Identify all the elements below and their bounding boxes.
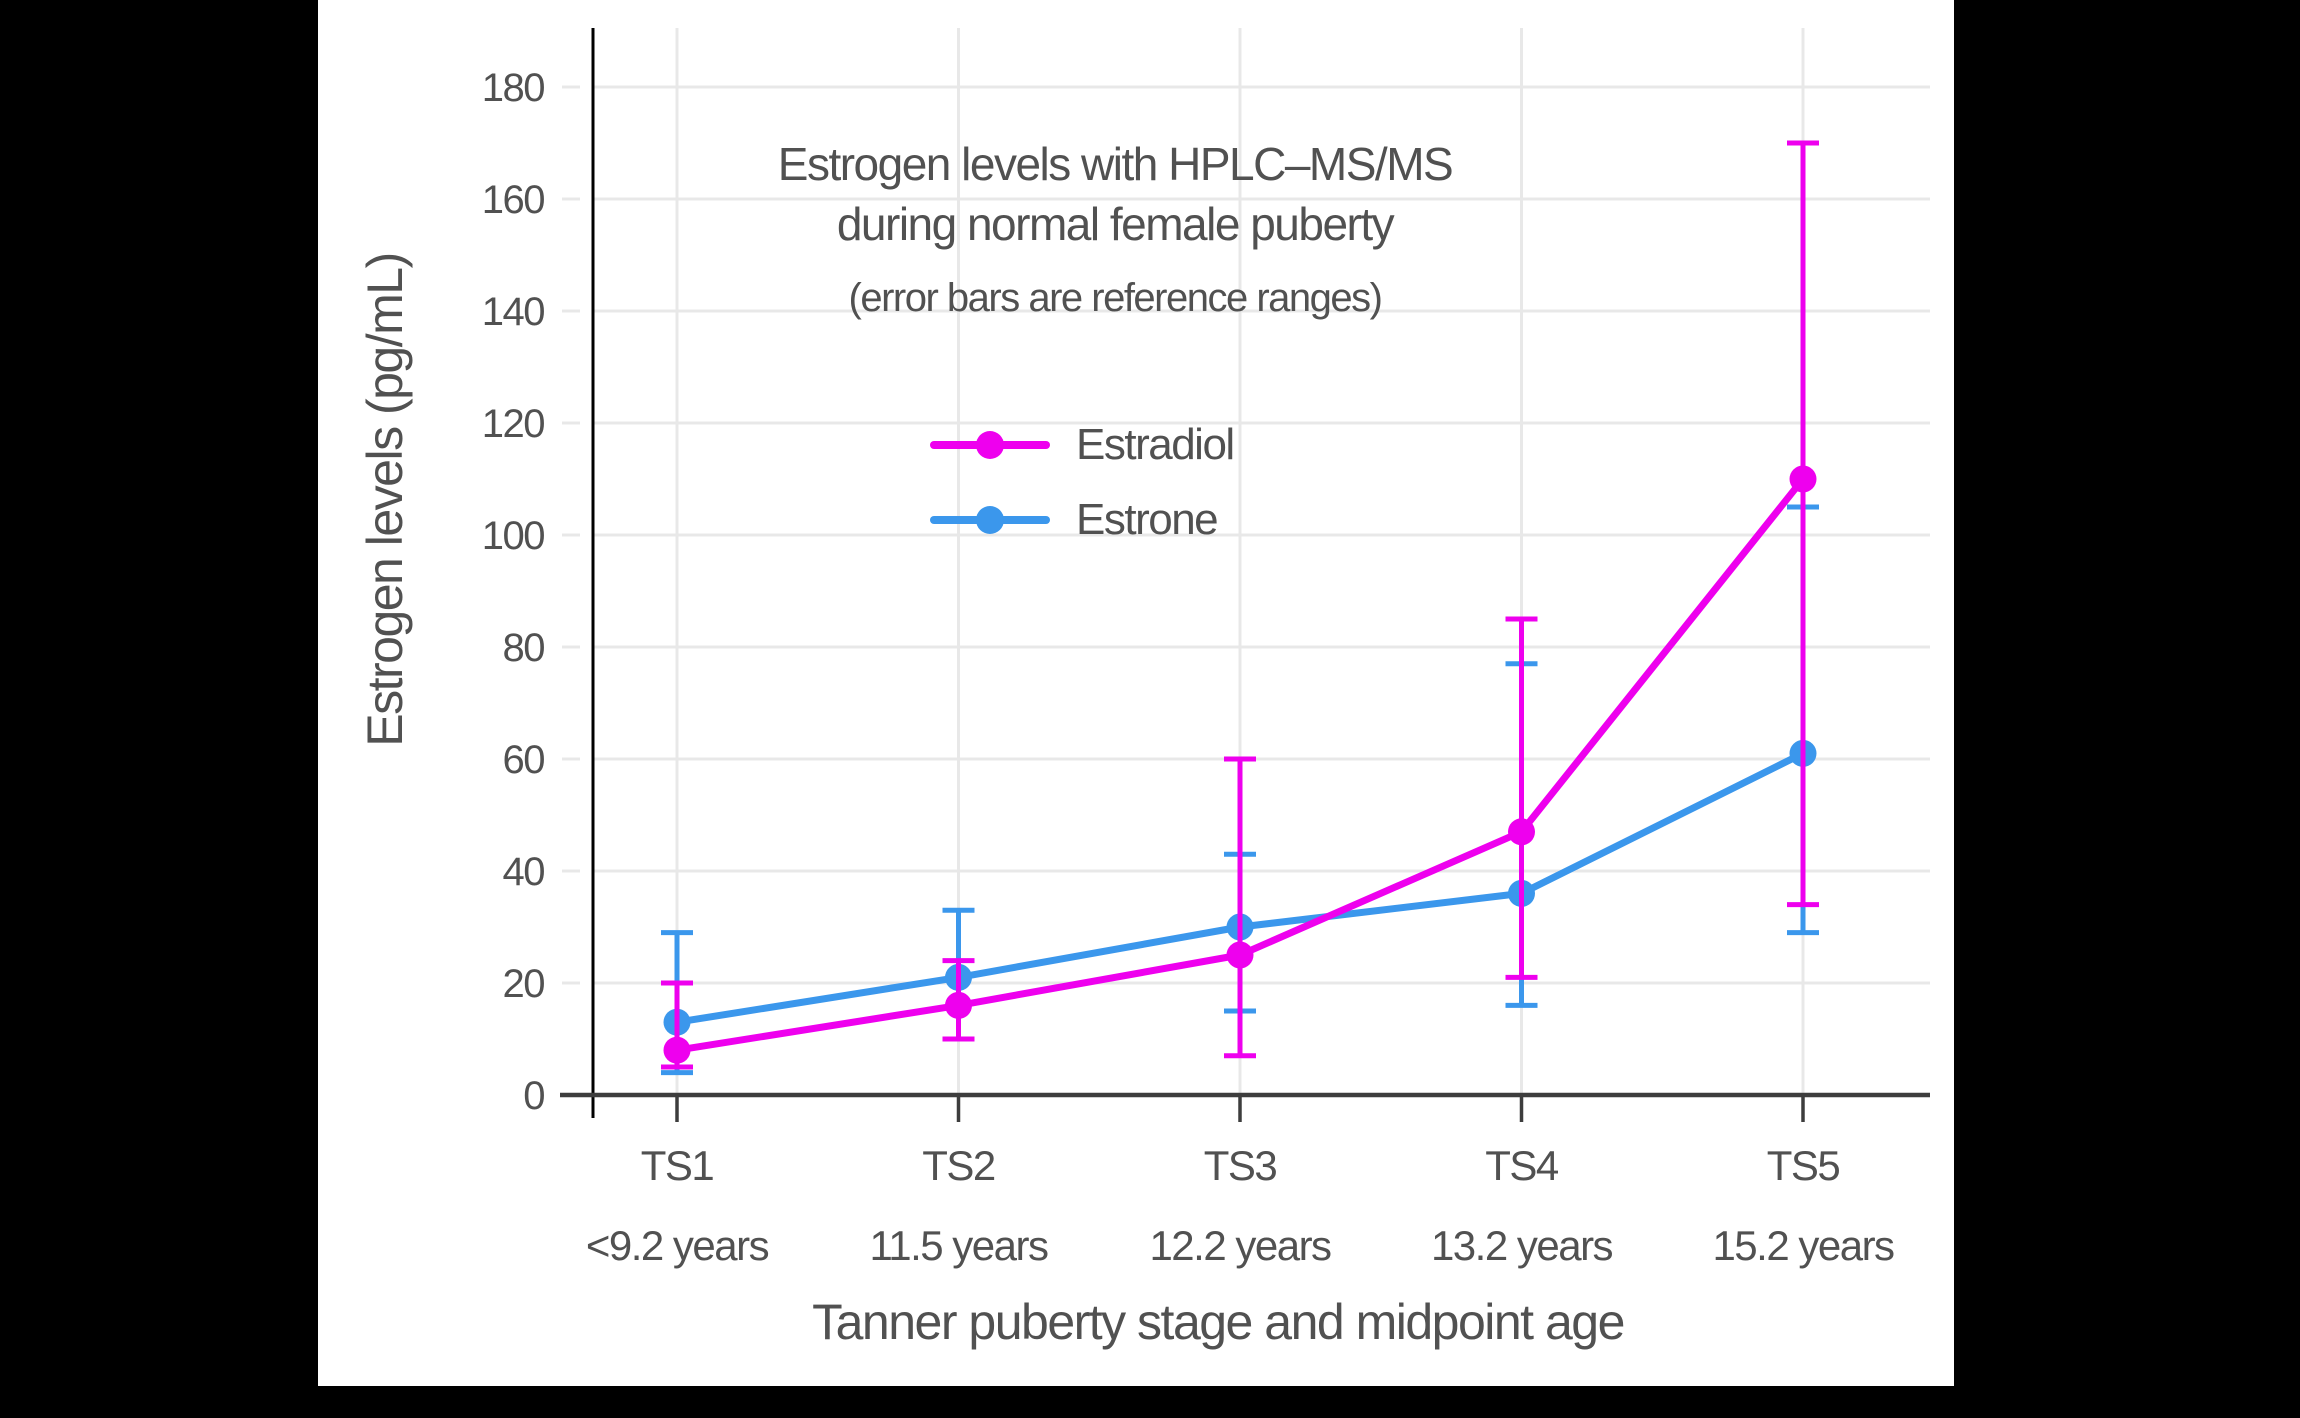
chart-card: 0 20 40 60 80 100 120 140 160 180 TS1 <9.2 years TS2… — [318, 0, 1954, 1386]
estradiol-marker — [1226, 941, 1254, 969]
chart-subtitle: (error bars are reference ranges) — [848, 276, 1383, 320]
y-tick-label: 120 — [482, 402, 544, 446]
chart-title: Estrogen levels with HPLC–MS/MS during n… — [777, 134, 1454, 324]
chart-plot-area: 0 20 40 60 80 100 120 140 160 180 TS1 <9.2 years TS2… — [482, 28, 1930, 1269]
legend-item-estradiol[interactable]: Estradiol — [930, 407, 1235, 482]
estradiol-marker — [663, 1036, 691, 1064]
estradiol-marker-icon — [976, 430, 1004, 459]
estradiol-marker — [1508, 818, 1535, 846]
x-tick-label: TS3 — [1204, 1142, 1277, 1189]
legend: Estradiol Estrone — [930, 407, 1235, 557]
x-tick-sublabel: 12.2 years — [1149, 1222, 1331, 1269]
estradiol-line-swatch — [930, 430, 1050, 459]
estradiol-marker — [945, 991, 972, 1019]
x-tick-sublabel: 11.5 years — [870, 1222, 1048, 1269]
y-tick-label: 100 — [482, 514, 544, 558]
x-tick-label: TS1 — [641, 1142, 714, 1189]
estrone-line-swatch — [930, 505, 1050, 534]
y-tick-label: 160 — [482, 178, 544, 222]
y-tick-label: 20 — [503, 962, 545, 1006]
y-axis-title: Estrogen levels (pg/mL) — [357, 253, 413, 747]
estrone-marker-icon — [976, 505, 1004, 534]
legend-item-estrone[interactable]: Estrone — [930, 482, 1234, 557]
chart-title-line1: Estrogen levels with HPLC–MS/MS — [777, 138, 1454, 190]
x-tick-sublabel: 13.2 years — [1431, 1222, 1613, 1269]
y-tick-label: 40 — [503, 850, 545, 894]
x-tick-sublabel: 15.2 years — [1712, 1222, 1894, 1269]
y-tick-label: 60 — [503, 738, 545, 782]
y-tick-label: 180 — [482, 66, 544, 110]
y-tick-label: 0 — [523, 1074, 544, 1118]
legend-label-estrone: Estrone — [1076, 494, 1219, 544]
x-tick-label: TS5 — [1767, 1142, 1840, 1189]
legend-label-estradiol: Estradiol — [1076, 419, 1235, 469]
x-tick-label: TS4 — [1485, 1142, 1559, 1189]
x-tick-label: TS2 — [922, 1142, 995, 1189]
y-tick-label: 80 — [503, 626, 545, 670]
y-tick-label: 140 — [482, 290, 544, 334]
x-axis-title: Tanner puberty stage and midpoint age — [812, 1294, 1625, 1350]
chart-title-line2: during normal female puberty — [836, 198, 1395, 250]
estradiol-marker — [1789, 465, 1817, 493]
x-tick-sublabel: <9.2 years — [586, 1222, 769, 1269]
